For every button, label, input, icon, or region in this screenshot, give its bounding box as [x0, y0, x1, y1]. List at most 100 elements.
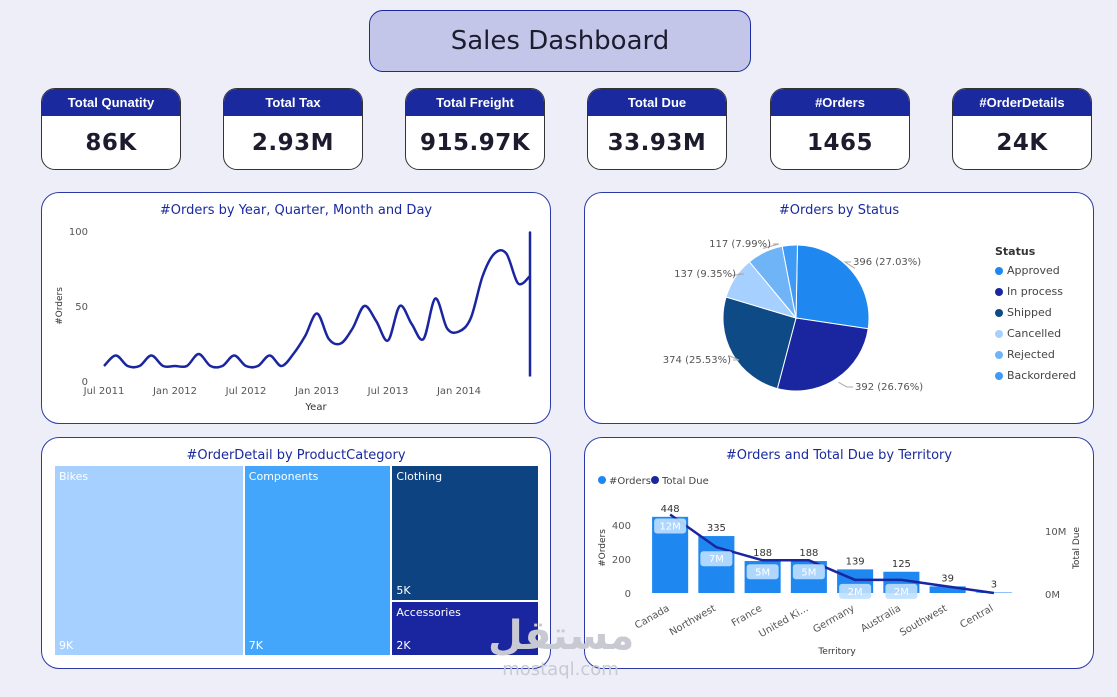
- treemap-tile-value: 7K: [248, 639, 263, 652]
- legend-item[interactable]: Shipped: [995, 306, 1076, 319]
- watermark-latin: mostaql.com: [502, 659, 619, 680]
- x-tick-label: Northwest: [668, 603, 718, 638]
- line-label-text: 7M: [709, 554, 724, 565]
- line-chart-panel[interactable]: #Orders by Year, Quarter, Month and Day …: [41, 192, 551, 424]
- pie-leader-line: [728, 355, 740, 361]
- bar-data-label: 188: [799, 548, 818, 559]
- bar-data-label: 125: [892, 559, 911, 570]
- y-tick-label: 200: [612, 555, 631, 566]
- bar-southwest: [929, 586, 966, 593]
- pie-slice-backordered: [781, 244, 798, 319]
- y-tick-label: 0: [82, 377, 88, 388]
- bar-data-label: 188: [753, 548, 772, 559]
- line-label-text: 2M: [848, 587, 863, 598]
- line-data-label: 7M: [700, 551, 733, 567]
- bar-data-label: 448: [661, 504, 680, 515]
- kpi-label: #OrderDetails: [953, 89, 1091, 116]
- line-label-text: 5M: [755, 567, 770, 578]
- line-data-label: 12M: [654, 518, 687, 534]
- line-label-box: [746, 564, 779, 580]
- legend-item[interactable]: Cancelled: [995, 327, 1076, 340]
- kpi-card-orders[interactable]: #Orders 1465: [770, 88, 910, 170]
- line-data-label: 5M: [746, 564, 779, 580]
- y2-axis-label: Total Due: [1072, 527, 1082, 571]
- dashboard-title: Sales Dashboard: [369, 10, 751, 72]
- y-axis-label: #Orders: [55, 287, 65, 325]
- treemap-tile-accessories[interactable]: Accessories 2K: [392, 602, 538, 655]
- kpi-card-total-quantity[interactable]: Total Qunatity 86K: [41, 88, 181, 170]
- x-tick-label: Germany: [811, 603, 856, 636]
- legend-swatch: [995, 266, 1003, 275]
- y2-tick-label: 0M: [1045, 590, 1060, 601]
- legend-item[interactable]: Backordered: [995, 369, 1076, 382]
- line-label-text: 2M: [894, 587, 909, 598]
- line-chart-title: #Orders by Year, Quarter, Month and Day: [159, 203, 433, 218]
- kpi-label: Total Tax: [224, 89, 362, 116]
- kpi-card-total-due[interactable]: Total Due 33.93M: [587, 88, 727, 170]
- y2-tick-label: 10M: [1045, 527, 1066, 538]
- pie-chart-title: #Orders by Status: [778, 203, 900, 218]
- treemap[interactable]: Bikes 9K Components 7K Clothing 5K Accessories…: [55, 466, 540, 657]
- treemap-tile-label: Clothing: [396, 470, 443, 483]
- x-axis-label: Territory: [817, 647, 856, 657]
- x-tick-label: Jan 2014: [436, 386, 481, 397]
- pie-slice-shipped: [722, 296, 797, 390]
- legend-item[interactable]: Approved: [995, 264, 1076, 277]
- pie-chart-panel[interactable]: #Orders by Status 396 (27.03%) 392 (26.76…: [584, 192, 1094, 424]
- legend-swatch: [995, 308, 1003, 317]
- x-tick-label: Jul 2013: [367, 386, 409, 397]
- combo-chart-title: #Orders and Total Due by Territory: [725, 448, 953, 463]
- legend-label: Backordered: [1007, 369, 1077, 382]
- x-tick-label: Central: [958, 603, 995, 631]
- line-chart[interactable]: 0 50 100 Jul 2011 Jan 2012 Jul 2012 Jan 2013 Ju…: [42, 193, 550, 423]
- kpi-value: 2.93M: [251, 129, 335, 156]
- line-data-label: 5M: [792, 564, 825, 580]
- legend-label: Shipped: [1007, 306, 1052, 319]
- treemap-tile-value: 2K: [396, 638, 411, 652]
- watermark-arabic: مستقل: [488, 613, 635, 659]
- kpi-card-total-tax[interactable]: Total Tax 2.93M: [223, 88, 363, 170]
- combo-chart-panel[interactable]: #Orders and Total Due by Territory #Orde…: [584, 437, 1094, 669]
- treemap-tile-clothing[interactable]: Clothing 5K: [392, 466, 538, 601]
- bar-data-label: 335: [707, 523, 726, 534]
- kpi-value: 1465: [806, 129, 873, 156]
- x-tick-label: France: [730, 603, 764, 629]
- pie-leader-line: [762, 243, 780, 249]
- kpi-label: Total Freight: [406, 89, 544, 116]
- kpi-label: #Orders: [771, 89, 909, 116]
- legend-item[interactable]: Rejected: [995, 348, 1076, 361]
- pie-data-label: 117 (7.99%): [709, 239, 771, 250]
- bar-data-label: 39: [941, 573, 954, 584]
- series-line-orders: [103, 231, 532, 377]
- x-tick-label: Jul 2011: [83, 386, 125, 397]
- treemap-tile-bikes[interactable]: Bikes 9K: [55, 466, 243, 655]
- legend-label-orders: #Orders: [609, 476, 651, 487]
- combo-chart[interactable]: #Orders Total Due 0 200 400 10M 0M #Orders Total…: [585, 438, 1093, 668]
- kpi-card-order-details[interactable]: #OrderDetails 24K: [952, 88, 1092, 170]
- x-tick-label: Southwest: [898, 603, 949, 639]
- watermark: مستقل mostaql.com: [488, 612, 635, 688]
- pie-chart[interactable]: 396 (27.03%) 392 (26.76%) 374 (25.53%) 137 …: [585, 193, 985, 423]
- y-tick-label: 400: [612, 521, 631, 532]
- kpi-value: 24K: [996, 129, 1048, 156]
- line-label-box: [885, 583, 918, 599]
- y-tick-label: 100: [69, 227, 88, 238]
- kpi-value: 86K: [85, 129, 137, 156]
- legend-item[interactable]: In process: [995, 285, 1076, 298]
- legend-swatch: [995, 371, 1003, 380]
- treemap-panel[interactable]: #OrderDetail by ProductCategory Bikes 9K C…: [41, 437, 551, 669]
- legend-swatch: [995, 287, 1003, 296]
- treemap-tile-value: 5K: [396, 584, 411, 598]
- y-tick-label: 50: [75, 302, 88, 313]
- line-data-label: 2M: [839, 583, 872, 599]
- treemap-tile-components[interactable]: Components 7K: [244, 466, 391, 655]
- bar-data-label: 139: [846, 556, 865, 567]
- pie-leader-line: [731, 273, 745, 276]
- treemap-tile-label: Accessories: [396, 606, 461, 620]
- y-axis-label: #Orders: [598, 529, 608, 567]
- line-label-box: [700, 551, 733, 567]
- kpi-card-total-freight[interactable]: Total Freight 915.97K: [405, 88, 545, 170]
- x-axis-label: Year: [304, 402, 327, 413]
- line-data-label: 2M: [885, 583, 918, 599]
- kpi-value: 915.97K: [419, 129, 531, 156]
